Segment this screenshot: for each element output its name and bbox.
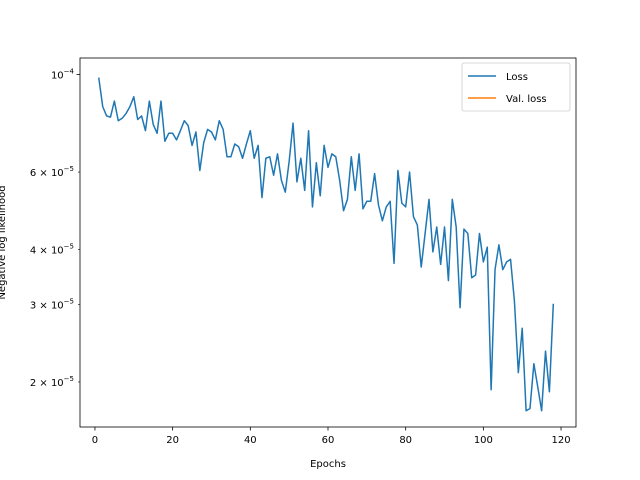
series-layer: [97, 77, 555, 412]
series-line-loss: [97, 77, 555, 412]
x-tick-label: 40: [244, 435, 257, 446]
x-tick-label: 100: [474, 435, 493, 446]
x-tick-label: 0: [92, 435, 98, 446]
y-minor-tick-label: 3 × 10−5: [30, 297, 74, 311]
y-minor-tick-label: 4 × 10−5: [30, 243, 74, 257]
y-major-tick-label: 10−4: [51, 67, 75, 81]
x-tick-label: 120: [551, 435, 570, 446]
y-axis-ticks: 10−4 2 × 10−5 3 × 10−5 4 × 10−5 6 × 10−5: [30, 67, 80, 389]
x-axis-title: Epochs: [310, 459, 346, 470]
legend: Loss Val. loss: [461, 62, 571, 112]
y-minor-tick-label: 2 × 10−5: [30, 375, 74, 389]
x-tick-label: 60: [322, 435, 335, 446]
legend-label: Loss: [506, 72, 528, 83]
x-axis-ticks: 0 20 40 60 80 100 120: [92, 427, 571, 446]
legend-label: Val. loss: [506, 94, 547, 105]
x-tick-label: 20: [166, 435, 179, 446]
y-minor-tick-label: 6 × 10−5: [30, 165, 74, 179]
x-tick-label: 80: [399, 435, 412, 446]
y-axis-title: Negative log likelihood: [0, 185, 8, 299]
legend-box: [461, 62, 571, 112]
